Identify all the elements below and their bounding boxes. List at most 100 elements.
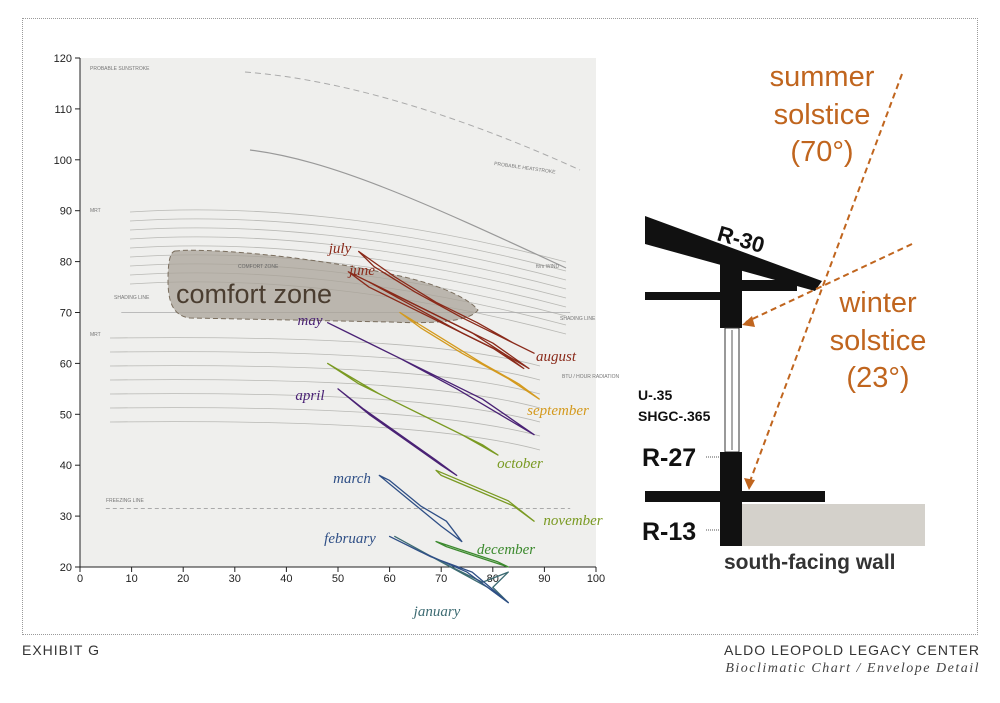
- winter-label-line3: (23°): [846, 362, 909, 394]
- series-april-label: april: [295, 388, 324, 404]
- radiation-line: [109, 351, 541, 381]
- radiation-line: [109, 365, 541, 395]
- series-february-loop: [388, 535, 509, 604]
- btu-radiation-label: BTU / HOUR RADIATION: [562, 374, 620, 380]
- winter-sun-ray: [745, 243, 913, 323]
- y-tick-label: 20: [60, 562, 72, 574]
- shading-line-label-left: SHADING LINE: [114, 295, 150, 301]
- mrt-label-upper: MRT: [90, 208, 101, 214]
- roof-overhang: [740, 280, 797, 291]
- x-tick-label: 30: [229, 573, 241, 585]
- y-tick-label: 50: [60, 409, 72, 421]
- wind-line: [129, 227, 567, 281]
- x-tick-label: 10: [125, 573, 137, 585]
- wind-line: [129, 218, 567, 272]
- x-tick-label: 80: [487, 573, 499, 585]
- x-tick-label: 70: [435, 573, 447, 585]
- y-tick-label: 30: [60, 511, 72, 523]
- y-tick-label: 60: [60, 358, 72, 370]
- x-tick-label: 20: [177, 573, 189, 585]
- series-july-loop: [357, 250, 535, 354]
- solar-angle-rays: [742, 73, 913, 490]
- ceiling-line: [645, 292, 720, 300]
- foundation-r-value: R-13: [642, 518, 696, 546]
- radiation-line: [109, 407, 541, 437]
- series-september-label: september: [527, 403, 589, 419]
- wind-line: [129, 245, 567, 299]
- series-august-label: august: [536, 349, 577, 365]
- roof-slab: [645, 216, 822, 291]
- winter-label-line1: winter: [838, 287, 917, 319]
- y-tick-label: 40: [60, 460, 72, 472]
- heatstroke-curve: [249, 149, 567, 269]
- wall-caption: south-facing wall: [724, 551, 896, 574]
- exhibit-subtitle: Bioclimatic Chart / Envelope Detail: [725, 661, 980, 676]
- summer-arrowhead: [744, 478, 755, 490]
- summer-label-line2: solstice: [774, 99, 871, 131]
- floor-slab: [645, 491, 825, 502]
- series-february-label: february: [324, 531, 376, 547]
- slab-edge: [720, 484, 728, 492]
- series-may-label: may: [298, 313, 323, 329]
- comfort-zone-label: comfort zone: [176, 279, 332, 309]
- winter-label-line2: solstice: [830, 325, 927, 357]
- chart-ticks: 0 10 20 30 40 50 60 70 80 90 100 20 30 40 50 60 70 80 90 10…: [54, 53, 606, 585]
- x-tick-label: 50: [332, 573, 344, 585]
- summer-label-line3: (70°): [790, 136, 853, 168]
- exhibit-label: EXHIBIT G: [22, 642, 100, 658]
- series-june-label: june: [347, 263, 375, 279]
- freezing-line-label: FREEZING LINE: [106, 498, 144, 504]
- summer-sun-ray: [748, 73, 903, 485]
- series-october-loop: [327, 362, 499, 456]
- x-tick-label: 60: [383, 573, 395, 585]
- series-march-label: march: [333, 471, 371, 487]
- y-tick-label: 120: [54, 53, 72, 65]
- series-august-loop: [368, 281, 530, 370]
- x-tick-label: 100: [587, 573, 605, 585]
- y-tick-label: 110: [54, 104, 72, 116]
- radiation-line: [109, 421, 541, 451]
- series-july-label: july: [327, 241, 352, 257]
- winter-arrowhead: [742, 316, 755, 327]
- exhibit-frame: [22, 18, 978, 635]
- summer-label-line1: summer: [770, 61, 875, 93]
- x-tick-label: 0: [77, 573, 83, 585]
- x-tick-label: 40: [280, 573, 292, 585]
- series-january-loop: [394, 535, 509, 604]
- y-tick-label: 80: [60, 257, 72, 269]
- comfort-zone-shape: [167, 249, 479, 324]
- series-september-loop: [399, 311, 540, 400]
- series-november-loop: [435, 469, 535, 522]
- wind-line: [129, 209, 567, 263]
- series-december-loop: [435, 540, 509, 568]
- series-december-label: december: [477, 542, 535, 558]
- comfort-zone-small-label: COMFORT ZONE: [238, 264, 279, 270]
- monthly-climate-loops: january february march december november apri…: [295, 241, 602, 620]
- wind-label: ft/m WIND: [536, 264, 559, 270]
- wall-r-value: R-27: [642, 444, 696, 472]
- radiation-line: [109, 337, 541, 367]
- mrt-label-lower: MRT: [90, 332, 101, 338]
- upper-wall: [720, 262, 742, 328]
- y-tick-label: 90: [60, 206, 72, 218]
- x-tick-label: 90: [538, 573, 550, 585]
- sunstroke-label: PROBABLE SUNSTROKE: [90, 66, 150, 72]
- sunstroke-curve: [244, 71, 581, 171]
- window-shgc-value: SHGC-.365: [638, 408, 711, 424]
- window-u-value: U-.35: [638, 387, 672, 403]
- center-name: ALDO LEOPOLD LEGACY CENTER: [723, 642, 980, 658]
- y-tick-label: 100: [54, 155, 72, 167]
- wind-line: [129, 236, 567, 290]
- series-april-loop: [337, 388, 458, 477]
- series-january-label: january: [412, 604, 461, 620]
- series-may-loop: [327, 322, 535, 436]
- series-october-label: october: [497, 456, 543, 472]
- series-november-label: november: [543, 513, 602, 529]
- y-tick-label: 70: [60, 308, 72, 320]
- ground-fill: [737, 504, 925, 546]
- envelope-detail: [645, 216, 925, 546]
- radiation-line: [109, 393, 541, 423]
- shading-line-label-right: SHADING LINE: [560, 316, 596, 322]
- series-march-loop: [378, 474, 463, 543]
